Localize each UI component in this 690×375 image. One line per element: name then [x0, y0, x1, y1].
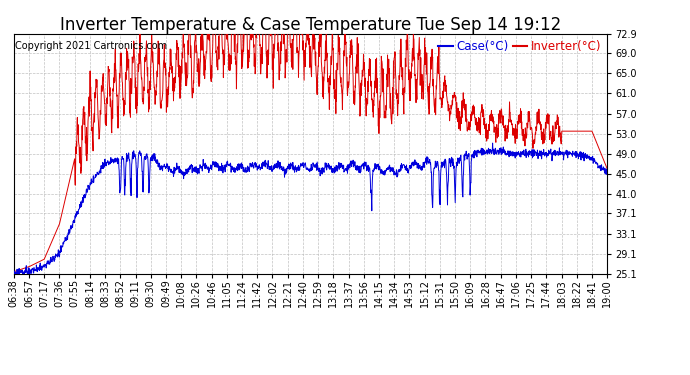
- Title: Inverter Temperature & Case Temperature Tue Sep 14 19:12: Inverter Temperature & Case Temperature …: [60, 16, 561, 34]
- Legend: Case(°C), Inverter(°C): Case(°C), Inverter(°C): [434, 35, 606, 57]
- Text: Copyright 2021 Cartronics.com: Copyright 2021 Cartronics.com: [15, 41, 167, 51]
